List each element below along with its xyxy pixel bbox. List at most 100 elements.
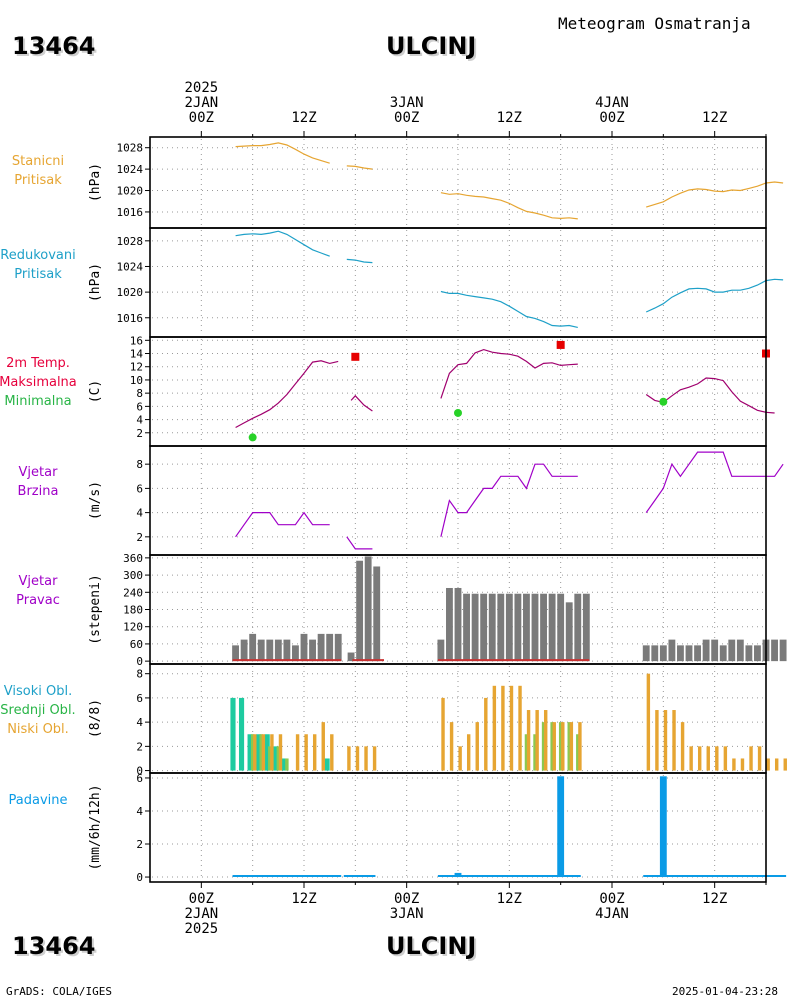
y-tick-label: 1016 — [117, 312, 144, 325]
bottom-time-label: 3JAN — [390, 906, 424, 922]
bar — [659, 776, 667, 878]
bar — [771, 639, 778, 662]
panel-wind_direction: 0 60 120 180 240 300 360 (stepeni) — [88, 552, 787, 668]
bar — [736, 639, 744, 662]
bar — [304, 734, 308, 771]
bar — [723, 746, 728, 771]
bar — [249, 633, 257, 662]
panel-label-line: Niski Obl. — [7, 722, 69, 737]
bar — [533, 734, 537, 771]
bar — [574, 593, 582, 662]
bar — [672, 710, 676, 771]
bar — [292, 645, 299, 662]
top-time-label: 2025 — [184, 80, 218, 96]
bar — [523, 593, 530, 662]
bar — [238, 697, 245, 771]
top-time-label: 2JAN — [184, 95, 218, 111]
series-line — [440, 192, 578, 220]
y-tick-label: 4 — [136, 414, 143, 427]
bar — [541, 722, 546, 771]
bar — [285, 758, 289, 771]
bar — [663, 710, 668, 771]
bar — [715, 746, 719, 771]
y-tick-label: 6 — [136, 482, 143, 495]
panel-label-line: Vjetar — [18, 574, 58, 589]
tmax-marker — [556, 340, 565, 349]
y-tick-label: 2 — [136, 427, 143, 440]
series-line — [235, 360, 339, 429]
bar — [550, 722, 554, 771]
panel-label-line: Visoki Obl. — [3, 684, 73, 699]
bottom-time-label: 00Z — [189, 891, 214, 907]
bar — [531, 593, 539, 662]
bar — [779, 639, 787, 662]
tmax-marker — [351, 352, 360, 361]
series-line — [646, 181, 784, 208]
series-line — [440, 290, 578, 328]
y-tick-label: 10 — [130, 374, 143, 387]
tmin-marker — [248, 433, 257, 442]
bar — [300, 633, 308, 662]
bar — [373, 566, 381, 662]
bar — [535, 710, 539, 771]
series-line — [350, 394, 373, 412]
bar — [317, 633, 325, 662]
bar — [578, 722, 582, 771]
bar — [356, 560, 364, 662]
bar — [274, 639, 282, 662]
bar — [646, 673, 651, 771]
panel-clouds: 0 2 4 6 8 (8/8) — [88, 663, 787, 778]
panel-label-line: Maksimalna — [0, 375, 77, 390]
series-line — [346, 258, 373, 264]
bar — [680, 722, 685, 771]
series-line — [440, 463, 578, 537]
bottom-time-label: 00Z — [394, 891, 419, 907]
footer-timestamp: 2025-01-04-23:28 — [672, 985, 778, 998]
top-time-label: 12Z — [497, 110, 522, 126]
bar — [728, 639, 736, 662]
y-tick-label: 0 — [136, 871, 143, 884]
series-line — [235, 511, 330, 538]
y-tick-label: 300 — [123, 569, 143, 582]
y-tick-label: 8 — [136, 458, 143, 471]
bar — [651, 645, 659, 662]
bar — [540, 593, 547, 662]
y-tick-label: 12 — [130, 361, 143, 374]
bar — [330, 734, 334, 771]
bar — [309, 639, 316, 662]
series-line — [235, 230, 330, 257]
bar — [458, 746, 462, 771]
bar — [505, 593, 513, 662]
bar — [364, 556, 372, 662]
panel-label-wind_speed: Vjetar Brzina — [0, 463, 108, 501]
bar — [347, 652, 355, 662]
y-tick-label: 8 — [136, 387, 143, 400]
panel-label-line: Minimalna — [4, 394, 72, 409]
bar — [278, 734, 283, 771]
panel-label-line: Srednji Obl. — [0, 703, 76, 718]
panel-label-line: Pravac — [16, 593, 60, 608]
meteogram-subtitle: Meteogram Osmatranja — [558, 14, 751, 33]
bar — [270, 734, 274, 771]
bottom-time-label: 00Z — [599, 891, 624, 907]
bar — [281, 758, 287, 771]
y-tick-label: 1024 — [117, 163, 144, 176]
bar — [740, 758, 745, 771]
panel-label-line: Pritisak — [14, 173, 62, 188]
panel-label-line: Brzina — [17, 484, 59, 499]
panel-label-precipitation: Padavine — [0, 791, 108, 810]
bar — [526, 710, 531, 771]
bar — [454, 872, 462, 878]
bar — [253, 734, 257, 771]
bar — [437, 639, 445, 662]
panel-unit: (m/s) — [88, 481, 103, 520]
bottom-time-label: 2025 — [184, 921, 218, 937]
bar — [475, 722, 479, 771]
y-tick-label: 6 — [136, 400, 143, 413]
panel-label-line: 2m Temp. — [6, 356, 70, 371]
bar — [745, 645, 753, 662]
series-line — [346, 165, 373, 170]
bar — [449, 722, 454, 771]
panel-unit: (stepeni) — [88, 574, 103, 644]
bar — [312, 734, 317, 771]
